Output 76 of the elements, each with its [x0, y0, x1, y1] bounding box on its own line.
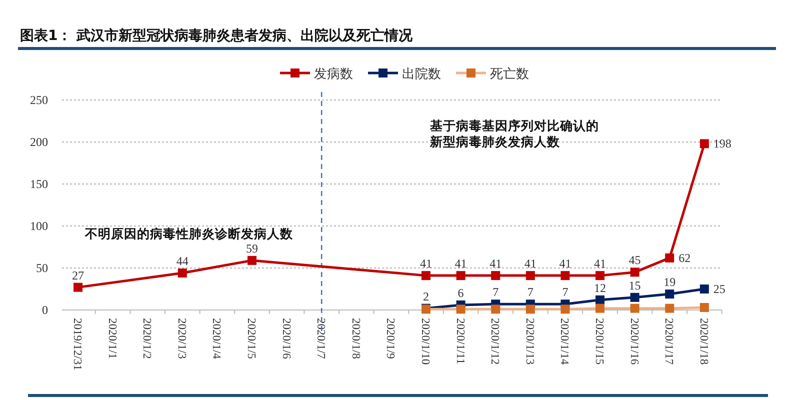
data-label: 59: [246, 241, 258, 256]
x-tick-label: 2020/1/10: [419, 318, 431, 365]
point: [665, 304, 674, 313]
point: [596, 295, 604, 304]
point: [665, 253, 674, 262]
y-tick-label: 250: [30, 93, 48, 107]
data-label: 19: [664, 275, 676, 290]
point: [526, 271, 535, 280]
data-label: 41: [454, 256, 467, 271]
x-tick-label: 2019/12/31: [71, 318, 83, 371]
data-label: 198: [713, 136, 732, 151]
point: [456, 271, 466, 280]
y-tick-label: 50: [36, 261, 48, 275]
point: [560, 304, 570, 314]
point: [456, 304, 466, 314]
data-label: 7: [527, 285, 534, 300]
point: [630, 292, 640, 302]
legend-label: 死亡数: [490, 66, 529, 81]
x-tick-label: 2020/1/15: [593, 318, 605, 365]
legend-label: 发病数: [314, 66, 353, 81]
point: [526, 304, 535, 314]
point: [596, 271, 604, 280]
point: [178, 268, 187, 278]
legend-label: 出院数: [402, 66, 441, 81]
data-label: 25: [713, 282, 726, 296]
point: [74, 282, 82, 292]
point: [422, 271, 430, 280]
data-label: 12: [594, 280, 606, 295]
point: [700, 284, 709, 294]
data-label: 45: [628, 253, 641, 268]
point: [248, 256, 256, 265]
data-label: 2: [423, 289, 429, 304]
data-label: 62: [678, 250, 691, 265]
annotation: 不明原因的病毒性肺炎诊断发病人数: [84, 226, 294, 241]
data-label: 7: [562, 285, 568, 300]
data-label: 41: [594, 256, 606, 271]
x-tick-label: 2020/1/1: [106, 318, 118, 360]
x-tick-label: 2020/1/8: [349, 318, 362, 360]
data-label: 41: [420, 256, 432, 271]
point: [596, 304, 604, 313]
x-tick-label: 2020/1/7: [314, 318, 327, 360]
data-label: 15: [628, 278, 641, 292]
point: [665, 290, 674, 299]
data-label: 6: [458, 286, 464, 300]
y-tick-label: 150: [30, 177, 48, 191]
point: [560, 271, 570, 280]
x-tick-label: 2020/1/3: [175, 318, 188, 360]
point: [630, 304, 640, 313]
x-tick-label: 2020/1/11: [454, 318, 466, 364]
x-tick-label: 2020/1/12: [488, 318, 501, 365]
point: [491, 304, 500, 314]
x-tick-label: 2020/1/2: [140, 318, 153, 360]
data-label: 27: [72, 268, 84, 282]
x-tick-label: 2020/1/13: [523, 318, 536, 365]
x-tick-label: 2020/1/17: [662, 318, 675, 365]
data-label: 41: [559, 256, 572, 271]
x-tick-label: 2020/1/16: [628, 318, 640, 365]
point: [700, 302, 709, 312]
x-tick-label: 2020/1/6: [280, 318, 292, 360]
y-tick-label: 0: [42, 303, 48, 317]
data-label: 44: [176, 254, 188, 268]
data-label: 41: [524, 256, 536, 271]
x-tick-label: 2020/1/5: [245, 318, 257, 360]
point: [700, 139, 709, 148]
chart-title: 图表1： 武汉市新型冠状病毒肺炎患者发病、出院以及死亡情况: [20, 27, 414, 44]
point: [630, 268, 640, 277]
y-tick-label: 100: [30, 219, 48, 233]
data-label: 7: [492, 285, 499, 300]
y-tick-label: 200: [30, 135, 48, 149]
point: [491, 271, 500, 280]
x-tick-label: 2020/1/4: [210, 318, 222, 360]
x-tick-label: 2020/1/18: [697, 318, 710, 365]
x-tick-label: 2020/1/9: [384, 318, 396, 360]
x-tick-label: 2020/1/14: [558, 318, 570, 365]
data-label: 41: [490, 256, 502, 271]
annotation: 基于病毒基因序列对比确认的新型病毒肺炎发病人数: [429, 118, 599, 149]
